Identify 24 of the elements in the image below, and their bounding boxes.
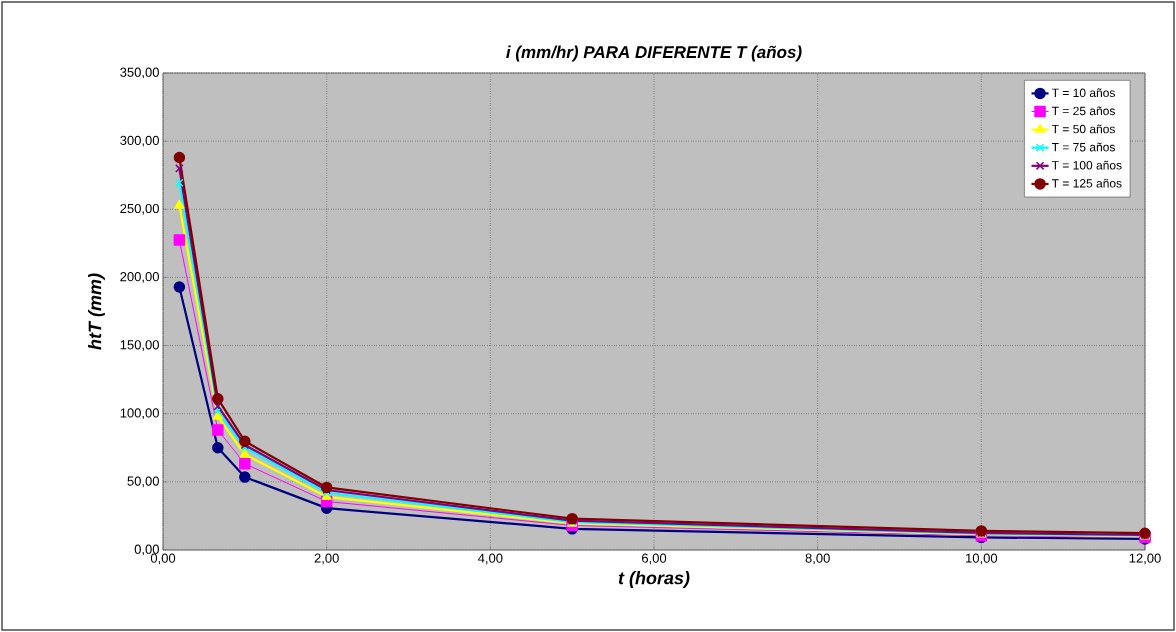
y-tick-label: 0,00 bbox=[134, 544, 159, 556]
legend-label: T = 100 años bbox=[1051, 160, 1122, 170]
y-axis-title: htT (mm) bbox=[88, 273, 105, 350]
x-tick-label: 8,00 bbox=[805, 553, 830, 565]
legend-label: T = 125 años bbox=[1051, 178, 1122, 188]
y-tick-label: 250,00 bbox=[120, 203, 159, 215]
legend-label: T = 10 años bbox=[1051, 88, 1115, 98]
y-tick-label: 50,00 bbox=[127, 476, 159, 488]
y-tick-label: 300,00 bbox=[120, 135, 159, 147]
x-tick-label: 2,00 bbox=[314, 553, 339, 565]
legend-label: T = 25 años bbox=[1051, 106, 1115, 116]
chart-title: i (mm/hr) PARA DIFERENTE T (años) bbox=[506, 45, 802, 62]
y-tick-label: 150,00 bbox=[120, 340, 159, 351]
x-tick-label: 4,00 bbox=[477, 553, 503, 565]
x-tick-label: 6,00 bbox=[642, 553, 667, 565]
legend-label: T = 75 años bbox=[1051, 142, 1115, 152]
y-tick-label: 200,00 bbox=[120, 272, 159, 283]
y-tick-label: 100,00 bbox=[120, 408, 159, 420]
legend-label: T = 50 años bbox=[1051, 124, 1115, 134]
x-tick-label: 10,00 bbox=[966, 553, 998, 565]
x-axis-title: t (horas) bbox=[618, 571, 690, 588]
x-tick-label: 0,00 bbox=[150, 553, 176, 565]
y-tick-label: 350,00 bbox=[120, 67, 159, 79]
x-tick-label: 12,00 bbox=[1129, 553, 1161, 565]
